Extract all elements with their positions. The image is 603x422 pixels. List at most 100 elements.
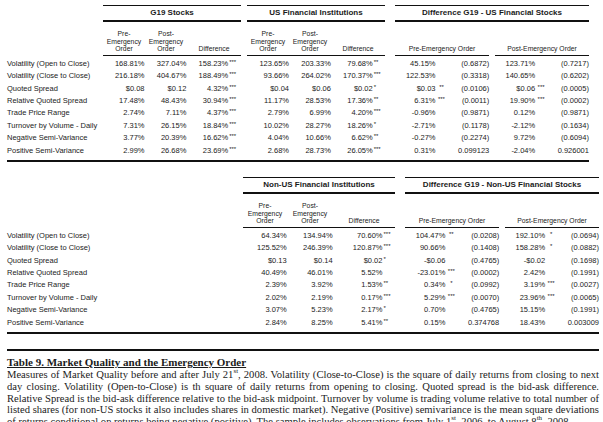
cell-nonus_pre: 40.49%: [243, 267, 287, 278]
cell-g19_stars: ***: [228, 106, 241, 117]
cell-g19_stars: ***: [228, 82, 241, 93]
cell-dpre_val: 90.66%: [405, 242, 445, 253]
cell-dpre_val: $0.03: [396, 83, 436, 94]
cell-g19_post: 404.67%: [145, 70, 187, 81]
cell-g19_diff: 4.32%: [186, 83, 228, 94]
cell-us_diff: 6.62%: [331, 132, 373, 143]
cell-dpre_p: (0.0992): [457, 279, 499, 290]
cell-dpre_stars: ***: [435, 94, 447, 105]
table-row: Positive Semi-Variance2.84%8.25%5.41%**0…: [7, 317, 599, 329]
cell-nonus_diff: 1.53%: [333, 279, 383, 290]
cell-dpost_p: (0.1991): [557, 267, 599, 278]
group-header-nonus: Non-US Financial Institutions: [243, 177, 395, 194]
cell-nonus_pre: 64.34%: [243, 230, 287, 241]
table-row: Negative Semi-Variance3.07%5.23%2.17%*0.…: [7, 304, 599, 316]
cell-dpre_val: -0.27%: [396, 132, 436, 143]
row-label: Volatility (Close to Close): [7, 242, 103, 253]
cell-nonus_post: 5.23%: [287, 304, 333, 315]
cell-nonus_post: 3.92%: [287, 279, 333, 290]
cell-dpost_p: 0.003009: [557, 317, 599, 328]
cell-us_post: 28.27%: [289, 120, 331, 131]
cell-dpre_val: 0.15%: [405, 317, 445, 328]
cell-dpost_p: (0.6094): [547, 132, 589, 143]
cell-dpre_p: 0.099123: [447, 145, 489, 156]
cell-dpre_val: 104.47%: [405, 230, 445, 241]
table-row: Volatility (Close to Close)216.18%404.67…: [7, 70, 589, 82]
cell-dpre_val: 45.15%: [396, 58, 436, 69]
cell-dpost_val: -$0.02: [505, 255, 545, 266]
row-label: Trade Price Range: [7, 279, 103, 290]
cell-dpost_p: (0.0694): [557, 230, 599, 241]
cell-dpost_val: $0.06: [495, 83, 535, 94]
cell-dpre_stars: *: [445, 278, 457, 289]
row-label: Positive Semi-Variance: [7, 145, 103, 156]
caption-text: Measures of Market Quality before and af…: [7, 369, 233, 380]
row-label: Volatility (Open to Close): [7, 58, 103, 69]
cell-us_stars: ***: [373, 69, 386, 80]
column-header-post: Post- Emergency Order: [287, 202, 333, 228]
cell-g19_pre: 2.74%: [103, 107, 145, 118]
spacer: [385, 5, 395, 22]
cell-nonus_pre: 2.84%: [243, 317, 287, 328]
cell-g19_diff: 188.49%: [186, 70, 228, 81]
cell-dpost_stars: *: [545, 241, 557, 252]
cell-nonus_pre: 2.39%: [243, 279, 287, 290]
cell-dpre_val: -2.71%: [396, 120, 436, 131]
cell-us_pre: 10.02%: [247, 120, 289, 131]
cell-dpost_stars: ***: [535, 94, 547, 105]
table-row: Volatility (Close to Close)125.52%246.39…: [7, 242, 599, 254]
cell-dpre_val: -$0.06: [405, 255, 445, 266]
spacer: [103, 177, 243, 194]
group-header-row: Non-US Financial Institutions Difference…: [7, 177, 599, 194]
group-header-row: G19 Stocks US Financial Institutions Dif…: [7, 5, 589, 22]
cell-dpre_p: (0.0011): [447, 95, 489, 106]
cell-g19_stars: ***: [228, 144, 241, 155]
cell-dpost_p: (0.1698): [557, 255, 599, 266]
cell-dpre_val: 0.70%: [405, 304, 445, 315]
cell-dpost_val: 158.28%: [505, 242, 545, 253]
table-row: Trade Price Range2.39%3.92%1.53%**0.34%*…: [7, 279, 599, 291]
cell-dpost_val: 123.71%: [495, 58, 535, 69]
cell-us_pre: 2.68%: [247, 145, 289, 156]
cell-nonus_post: 2.19%: [287, 292, 333, 303]
cell-dpost_val: 140.65%: [495, 70, 535, 81]
cell-dpre_p: (0.0002): [457, 267, 499, 278]
row-label: Positive Semi-Variance: [7, 317, 103, 328]
cell-us_stars: **: [373, 57, 386, 68]
cell-g19_diff: 158.23%: [186, 58, 228, 69]
cell-g19_diff: 16.62%: [186, 132, 228, 143]
cell-us_diff: 4.20%: [331, 107, 373, 118]
column-header-difference: Difference: [187, 45, 241, 56]
cell-us_stars: *: [373, 82, 386, 93]
cell-g19_diff: 23.69%: [186, 145, 228, 156]
cell-dpre_p: (0.4765): [457, 255, 499, 266]
spacer: [7, 177, 103, 194]
cell-dpost_stars: ***: [545, 278, 557, 289]
cell-nonus_stars: ***: [382, 241, 395, 252]
row-label: Relative Quoted Spread: [7, 267, 103, 278]
row-label: Trade Price Range: [7, 107, 103, 118]
cell-nonus_diff: $0.02: [333, 255, 383, 266]
cell-us_stars: *: [373, 119, 386, 130]
cell-dpre_stars: **: [435, 82, 447, 93]
cell-g19_post: 26.15%: [145, 120, 187, 131]
paper-page: G19 Stocks US Financial Institutions Dif…: [0, 0, 603, 422]
column-header-row: Pre- Emergency Order Post- Emergency Ord…: [7, 30, 589, 56]
column-header-row: Pre- Emergency Order Post- Emergency Ord…: [7, 202, 599, 228]
cell-g19_post: 20.39%: [145, 132, 187, 143]
cell-g19_pre: $0.08: [103, 83, 145, 94]
column-header-diff-pre: Pre-Emergency Order: [405, 217, 499, 228]
cell-dpre_p: (0.0208): [457, 230, 499, 241]
cell-dpre_p: (0.0106): [447, 83, 489, 94]
cell-dpre_stars: **: [445, 229, 457, 240]
cell-us_post: 10.66%: [289, 132, 331, 143]
cell-nonus_pre: 3.07%: [243, 304, 287, 315]
table-row: Volatility (Open to Close)168.81%327.04%…: [7, 58, 589, 70]
cell-dpre_val: -23.01%: [405, 267, 445, 278]
cell-nonus_diff: 2.17%: [333, 304, 383, 315]
cell-g19_pre: 216.18%: [103, 70, 145, 81]
caption-text: , 2008.: [542, 416, 571, 422]
cell-us_pre: 93.66%: [247, 70, 289, 81]
cell-g19_stars: ***: [228, 94, 241, 105]
cell-nonus_stars: ***: [382, 229, 395, 240]
